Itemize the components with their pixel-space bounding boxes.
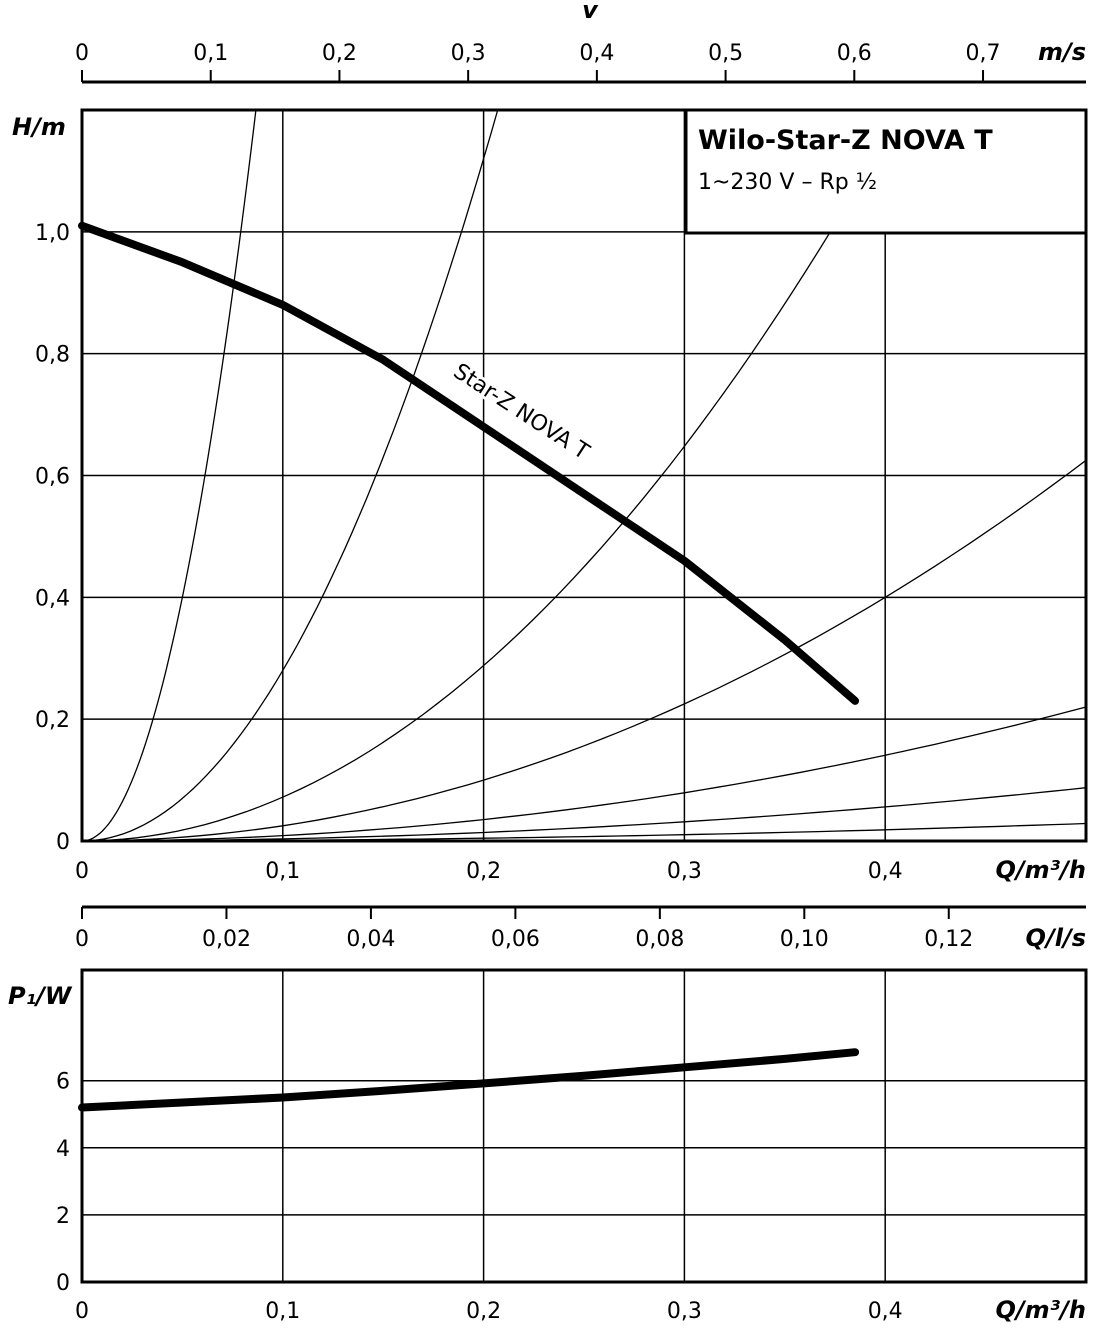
velocity-tick-label: 0 <box>75 41 89 66</box>
power-x-ticks: 0 0,1 0,2 0,3 0,4 <box>75 1299 903 1324</box>
pump-curve-line <box>78 221 860 705</box>
system-curve <box>81 109 257 842</box>
head-x-tick-label: 0,2 <box>466 859 501 884</box>
head-x-tick-label: 0,4 <box>868 859 903 884</box>
head-y-ticks: 0 0,2 0,4 0,6 0,8 1,0 <box>35 221 70 855</box>
head-y-tick-label: 0,2 <box>35 708 70 733</box>
power-x-tick-label: 0,3 <box>667 1299 702 1324</box>
system-curve <box>81 459 1087 842</box>
power-x-tick-label: 0 <box>75 1299 89 1324</box>
velocity-tick-label: 0,5 <box>708 41 743 66</box>
head-x-tick-label: 0,3 <box>667 859 702 884</box>
head-frame <box>80 108 1088 843</box>
velocity-tick-label: 0,7 <box>966 41 1001 66</box>
flow-ls-tick-label: 0,08 <box>635 927 684 952</box>
power-y-tick-label: 0 <box>56 1271 70 1296</box>
power-y-tick-label: 6 <box>56 1070 70 1095</box>
head-y-tick-label: 1,0 <box>35 221 70 246</box>
power-grid <box>82 970 1086 1282</box>
head-y-tick-label: 0,4 <box>35 586 70 611</box>
head-chart: Star-Z NOVA T Wilo-Star-Z NOVA T 1~230 V… <box>12 108 1088 884</box>
head-y-tick-label: 0,6 <box>35 465 70 490</box>
flow-ls-tick-label: 0,04 <box>346 927 395 952</box>
velocity-axis-unit: m/s <box>1038 38 1086 66</box>
velocity-tick-label: 0,2 <box>322 41 357 66</box>
head-y-axis-label: H/m <box>12 113 66 141</box>
system-curve <box>81 109 903 842</box>
head-y-tick-label: 0 <box>56 830 70 855</box>
chart-title: Wilo-Star-Z NOVA T <box>698 125 993 156</box>
power-y-ticks: 0 2 4 6 <box>56 1070 70 1296</box>
power-x-axis-label: Q/m³/h <box>995 1296 1086 1324</box>
system-curve <box>82 706 1087 842</box>
velocity-axis-symbol: v <box>582 0 599 24</box>
head-x-axis-label: Q/m³/h <box>995 856 1086 884</box>
system-curve <box>81 109 499 842</box>
velocity-tick-label: 0,4 <box>579 41 614 66</box>
power-chart: 0 2 4 6 P₁/W 0 0,1 0,2 0,3 0,4 Q/m³/h <box>8 968 1088 1324</box>
power-curve-line <box>78 1048 860 1112</box>
power-frame <box>80 968 1088 1284</box>
flow-ls-tick-label: 0,10 <box>780 927 829 952</box>
head-x-tick-label: 0,1 <box>265 859 300 884</box>
title-box <box>684 108 1088 235</box>
head-x-tick-label: 0 <box>75 859 89 884</box>
flow-ls-axis-label: Q/l/s <box>1026 924 1086 952</box>
velocity-tick-label: 0,1 <box>193 41 228 66</box>
power-y-tick-label: 4 <box>56 1137 70 1162</box>
power-y-tick-label: 2 <box>56 1204 70 1229</box>
head-x-ticks: 0 0,1 0,2 0,3 0,4 <box>75 859 903 884</box>
flow-ls-tick-label: 0 <box>75 927 89 952</box>
flow-ls-axis: 0 0,02 0,04 0,06 0,08 0,10 0,12 Q/l/s <box>75 905 1086 952</box>
flow-ls-tick-label: 0,12 <box>924 927 973 952</box>
velocity-tick-label: 0,6 <box>837 41 872 66</box>
flow-ls-tick-label: 0,02 <box>202 927 251 952</box>
velocity-tick-label: 0,3 <box>451 41 486 66</box>
power-x-tick-label: 0,4 <box>868 1299 903 1324</box>
flow-ls-tick-label: 0,06 <box>491 927 540 952</box>
power-x-tick-label: 0,1 <box>265 1299 300 1324</box>
flow-ls-axis-ticks: 0 0,02 0,04 0,06 0,08 0,10 0,12 <box>75 907 973 952</box>
velocity-axis-ticks: 0 0,1 0,2 0,3 0,4 0,5 0,6 0,7 <box>75 41 1001 82</box>
head-grid <box>82 110 1086 841</box>
power-x-tick-label: 0,2 <box>466 1299 501 1324</box>
chart-subtitle: 1~230 V – Rp ½ <box>698 170 877 195</box>
velocity-axis: v 0 0,1 0,2 0,3 0,4 0,5 0,6 0,7 m/s <box>75 0 1086 84</box>
power-y-axis-label: P₁/W <box>8 982 73 1010</box>
head-y-tick-label: 0,8 <box>35 343 70 368</box>
